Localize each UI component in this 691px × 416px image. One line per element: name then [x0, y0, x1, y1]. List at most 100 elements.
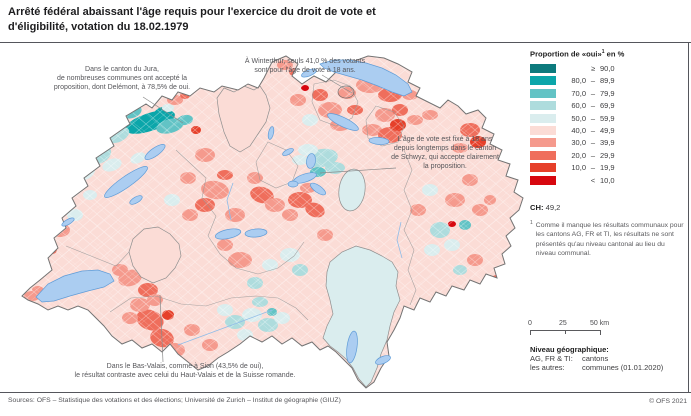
legend-range-separator: –: [590, 88, 596, 98]
legend-row: 10,0–19,9: [530, 163, 628, 173]
legend-color-swatch: [530, 150, 556, 160]
legend-range-max: 39,9: [600, 138, 615, 148]
legend-row: ≥90,0: [530, 64, 628, 73]
geo-row1-value: cantons: [582, 354, 609, 363]
legend-color-swatch: [530, 125, 556, 135]
legend-range-separator: –: [590, 113, 596, 123]
lake-geneva: [35, 269, 115, 303]
lake-lucerne-east: [310, 182, 326, 196]
lake-neuchatel: [104, 166, 148, 198]
legend-row: 40,0–49,9: [530, 125, 628, 135]
annotation-jura-line: de nombreuses communes ont accepté la: [57, 74, 187, 82]
annotation-valais: Dans le Bas-Valais, comme à Sion (43,5% …: [45, 363, 325, 381]
canton-aargau: [216, 85, 271, 153]
annotation-winterthur-line: sont pour l'âge de vote à 18 ans.: [254, 66, 356, 74]
legend-range-max: 90,0: [600, 64, 615, 73]
legend-row: 20,0–29,9: [530, 150, 628, 160]
legend-range-max: 89,9: [600, 76, 615, 86]
annotation-jura-line: proposition, dont Delémont, à 78,5% de o…: [53, 83, 191, 91]
legend-footnote: 1 Comme il manque les résultats communau…: [530, 220, 686, 259]
legend-row: 60,0–69,9: [530, 101, 628, 111]
legend-range-separator: <: [590, 175, 596, 185]
page-title-line2: d'éligibilité, votation du 18.02.1979: [8, 21, 189, 34]
country-border: [21, 55, 524, 389]
lake-biel: [144, 144, 166, 160]
ch-label: CH:: [530, 203, 544, 212]
canton-glarus: [338, 168, 366, 212]
annotation-jura: Dans le canton du Jura, de nombreuses co…: [22, 66, 222, 93]
geo-row2-label: les autres:: [530, 362, 565, 372]
legend-range-max: 69,9: [600, 101, 615, 111]
legend-range-min: 30,0: [571, 138, 586, 148]
legend-row: 50,0–59,9: [530, 113, 628, 123]
page-title: Arrêté fédéral abaissant l'âge requis po…: [8, 5, 528, 36]
legend-row: 80,0–89,9: [530, 76, 628, 86]
legend-range-max: 59,9: [600, 113, 615, 123]
legend-title-footnote-marker: 1: [601, 49, 605, 55]
legend-range-max: 49,9: [600, 125, 615, 135]
legend-range-separator: –: [590, 125, 596, 135]
lake-zurich: [327, 113, 359, 131]
legend-title-suffix: en %: [604, 49, 625, 59]
lakes: [35, 59, 413, 365]
legend-range-separator: –: [590, 101, 596, 111]
legend-range-separator: –: [590, 76, 596, 86]
winterthur-outline: [337, 85, 355, 99]
sources-line: Sources: OFS – Statistique des votations…: [8, 397, 341, 404]
right-frame-line: [688, 42, 689, 392]
legend-color-swatch: [530, 88, 556, 98]
lake-lugano: [375, 355, 391, 365]
annotation-jura-line: Dans le canton du Jura,: [85, 66, 159, 73]
footnote-text: Comme il manque les résultats communaux …: [535, 222, 684, 258]
schwyz-leader-line: [319, 167, 397, 174]
lake-constance: [319, 59, 413, 97]
legend-row: 70,0–79,9: [530, 88, 628, 98]
geographic-level-block: Niveau géographique: AG, FR & TI: canton…: [530, 345, 663, 373]
legend-range-max: 79,9: [600, 88, 615, 98]
legend-range-separator: –: [590, 138, 596, 148]
legend-range-separator: ≥: [590, 64, 596, 73]
annotation-winterthur: À Winterthur, seuls 41,0 % des votants s…: [205, 58, 405, 76]
commune-patch: [499, 265, 511, 275]
rivers: [177, 182, 403, 346]
footnote-marker: 1: [530, 220, 533, 226]
winterthur-leader-line: [321, 74, 353, 94]
legend-range-max: 29,9: [600, 150, 615, 160]
annotation-schwyz: L'âge de vote est fixé à 18 ans depuis l…: [380, 136, 510, 172]
legend-color-swatch: [530, 138, 556, 148]
jura-leader-line: [142, 96, 184, 124]
annotation-valais-line: le résultat contraste avec celui du Haut…: [74, 371, 296, 379]
lake-hallwil: [267, 126, 275, 140]
legend-range-min: 70,0: [571, 88, 586, 98]
legend-color-swatch: [530, 76, 556, 86]
switzerland-map: [21, 55, 524, 389]
page-title-line1: Arrêté fédéral abaissant l'âge requis po…: [8, 6, 376, 18]
ch-value: 49,2: [545, 203, 561, 212]
legend-range-max: 19,9: [600, 163, 615, 173]
lake-zug: [306, 153, 316, 169]
legend-color-swatch: [530, 175, 556, 185]
scale-bar-line: [530, 330, 601, 335]
top-divider: [0, 42, 691, 43]
legend-rows: ≥90,0 80,0–89,9 70,0–79,9 60,0–69,9 50,0–59,…: [530, 64, 628, 188]
legend-row: <10,0: [530, 175, 628, 185]
legend-color-swatch: [530, 101, 556, 111]
copyright: © OFS 2021: [649, 398, 687, 405]
annotation-valais-line: Dans le Bas-Valais, comme à Sion (43,5% …: [106, 363, 264, 370]
annotation-leader-lines: [142, 74, 397, 363]
geographic-level-title: Niveau géographique:: [530, 345, 609, 354]
legend-range-min: 20,0: [571, 150, 586, 160]
lake-maggiore: [346, 330, 358, 364]
sion-leader-line: [159, 294, 164, 363]
legend-range-min: 10,0: [571, 163, 586, 173]
legend-color-swatch: [530, 163, 556, 173]
scale-label-0: 0: [528, 320, 532, 327]
geo-row1-label: AG, FR & TI:: [530, 354, 573, 363]
scale-tick: [530, 331, 531, 335]
lake-walen: [368, 137, 390, 145]
geo-row2-value: communes (01.01.2020): [582, 362, 664, 372]
annotation-winterthur-line: À Winterthur, seuls 41,0 % des votants: [244, 58, 366, 65]
legend-range-min: 80,0: [571, 76, 586, 86]
lake-thun: [214, 228, 242, 240]
